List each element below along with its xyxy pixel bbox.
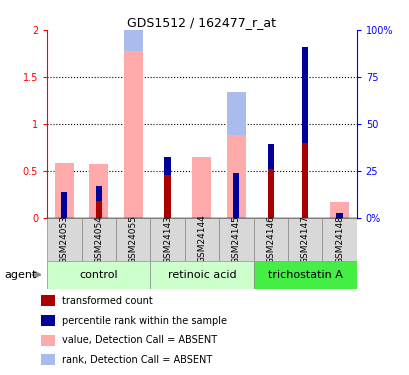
- Bar: [192, 157, 211, 218]
- Text: retinoic acid: retinoic acid: [167, 270, 236, 280]
- Bar: [40, 296, 55, 306]
- Bar: [233, 173, 239, 217]
- Text: GSM24054: GSM24054: [94, 214, 103, 264]
- Text: GSM24143: GSM24143: [163, 214, 172, 264]
- Bar: [116, 217, 150, 261]
- Text: value, Detection Call = ABSENT: value, Detection Call = ABSENT: [62, 335, 217, 345]
- Bar: [47, 261, 150, 289]
- Bar: [253, 261, 356, 289]
- Bar: [150, 261, 253, 289]
- Bar: [55, 163, 74, 218]
- Text: trichostatin A: trichostatin A: [267, 270, 342, 280]
- Bar: [329, 202, 348, 217]
- Bar: [226, 92, 245, 135]
- Text: GSM24144: GSM24144: [197, 214, 206, 263]
- Text: GSM24148: GSM24148: [334, 214, 343, 264]
- Bar: [124, 51, 142, 217]
- Bar: [164, 176, 170, 217]
- Bar: [89, 164, 108, 218]
- Bar: [287, 217, 321, 261]
- Text: transformed count: transformed count: [62, 296, 153, 306]
- Text: GSM24145: GSM24145: [231, 214, 240, 264]
- Bar: [336, 213, 342, 217]
- Text: percentile rank within the sample: percentile rank within the sample: [62, 315, 227, 326]
- Bar: [184, 217, 218, 261]
- Bar: [253, 217, 287, 261]
- Bar: [81, 217, 116, 261]
- Bar: [95, 186, 101, 201]
- Bar: [301, 142, 308, 218]
- Bar: [321, 217, 356, 261]
- Text: GSM24146: GSM24146: [265, 214, 274, 264]
- Text: agent: agent: [4, 270, 36, 280]
- Bar: [218, 217, 253, 261]
- Bar: [40, 354, 55, 365]
- Title: GDS1512 / 162477_r_at: GDS1512 / 162477_r_at: [127, 16, 276, 29]
- Text: GSM24053: GSM24053: [60, 214, 69, 264]
- Text: GSM24147: GSM24147: [300, 214, 309, 264]
- Text: control: control: [79, 270, 118, 280]
- Text: GSM24055: GSM24055: [128, 214, 137, 264]
- Bar: [40, 315, 55, 326]
- Bar: [124, 0, 142, 51]
- Bar: [267, 144, 273, 169]
- Text: rank, Detection Call = ABSENT: rank, Detection Call = ABSENT: [62, 355, 212, 365]
- Bar: [301, 47, 308, 142]
- Bar: [150, 217, 184, 261]
- Bar: [40, 335, 55, 346]
- Bar: [47, 217, 81, 261]
- Bar: [61, 192, 67, 217]
- Bar: [164, 157, 170, 176]
- Bar: [226, 135, 245, 218]
- Bar: [95, 201, 101, 217]
- Bar: [267, 169, 273, 217]
